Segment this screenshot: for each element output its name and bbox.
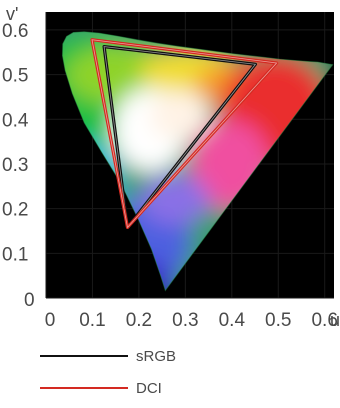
legend-item-srgb: sRGB [40, 344, 176, 368]
gamut-dci-inner-line [91, 39, 278, 229]
y-axis-ticks: 0 0.1 0.2 0.3 0.4 0.5 0.6 [2, 21, 35, 311]
gamut-triangles [90, 38, 279, 229]
x-tick-label: 0.5 [265, 310, 291, 331]
x-tick-label: 0.3 [172, 310, 198, 331]
x-axis-label: u' [330, 310, 340, 330]
legend-label-srgb: sRGB [136, 347, 177, 365]
y-tick-label: 0.5 [2, 66, 28, 87]
y-tick-label: 0.3 [2, 155, 28, 176]
legend-line-srgb [40, 355, 128, 357]
chromaticity-diagram: 0 0.1 0.2 0.3 0.4 0.5 0.6 00.10.20.30.40.50.6 … [2, 4, 340, 331]
x-tick-label: 0.2 [126, 310, 152, 331]
y-tick-label: 0.2 [2, 200, 28, 221]
y-tick-label: 0.4 [2, 110, 29, 131]
y-tick-label: 0.1 [2, 244, 28, 265]
y-tick-label: 0.6 [2, 21, 28, 42]
x-tick-label: 0.1 [79, 310, 105, 331]
x-tick-label: 0.4 [219, 310, 246, 331]
x-axis-ticks: 0 0.1 0.2 0.3 0.4 0.5 0.6 [45, 310, 338, 331]
legend-item-dci: DCI [40, 376, 176, 400]
legend: sRGB DCI [40, 344, 176, 408]
x-tick-label: 0 [45, 310, 56, 331]
y-axis-label: v' [6, 4, 18, 24]
x-tick-label: 0.6 [311, 310, 337, 331]
legend-line-dci [40, 387, 128, 389]
gamut-srgb-inner-line [103, 46, 257, 229]
spectral-locus [61, 31, 334, 292]
y-tick-label: 0 [24, 290, 35, 311]
legend-label-dci: DCI [136, 379, 162, 397]
